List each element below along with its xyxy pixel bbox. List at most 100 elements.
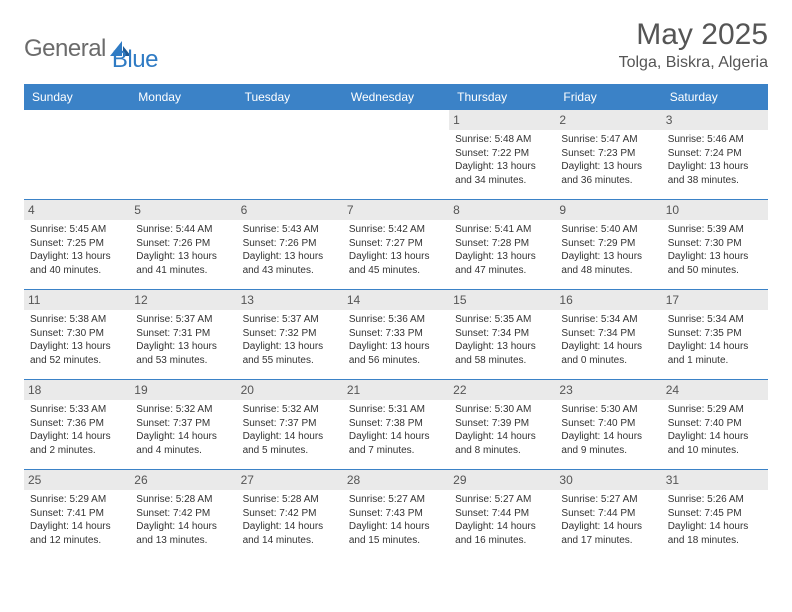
calendar-cell: 7 Sunrise: 5:42 AMSunset: 7:27 PMDaylight… — [343, 199, 449, 289]
day-header: Sunday — [24, 85, 130, 109]
calendar-cell: 2 Sunrise: 5:47 AMSunset: 7:23 PMDaylight… — [555, 109, 661, 199]
location: Tolga, Biskra, Algeria — [619, 54, 768, 72]
day-details: Sunrise: 5:42 AMSunset: 7:27 PMDaylight:… — [347, 223, 445, 277]
day-details: Sunrise: 5:29 AMSunset: 7:40 PMDaylight:… — [666, 403, 764, 457]
calendar-cell: 15 Sunrise: 5:35 AMSunset: 7:34 PMDayligh… — [449, 289, 555, 379]
day-number: 6 — [237, 200, 343, 220]
day-details: Sunrise: 5:37 AMSunset: 7:32 PMDaylight:… — [241, 313, 339, 367]
calendar-cell: 1 Sunrise: 5:48 AMSunset: 7:22 PMDaylight… — [449, 109, 555, 199]
day-number: 20 — [237, 380, 343, 400]
calendar-cell: 24 Sunrise: 5:29 AMSunset: 7:40 PMDayligh… — [662, 379, 768, 469]
day-details: Sunrise: 5:27 AMSunset: 7:44 PMDaylight:… — [559, 493, 657, 547]
calendar-cell: 6 Sunrise: 5:43 AMSunset: 7:26 PMDaylight… — [237, 199, 343, 289]
day-number: 3 — [662, 110, 768, 130]
page: General Blue May 2025 Tolga, Biskra, Alg… — [0, 0, 792, 569]
calendar-cell: 11 Sunrise: 5:38 AMSunset: 7:30 PMDayligh… — [24, 289, 130, 379]
day-number: 16 — [555, 290, 661, 310]
calendar-grid: SundayMondayTuesdayWednesdayThursdayFrid… — [24, 84, 768, 559]
calendar-cell: 5 Sunrise: 5:44 AMSunset: 7:26 PMDaylight… — [130, 199, 236, 289]
day-number: 25 — [24, 470, 130, 490]
day-number: 8 — [449, 200, 555, 220]
day-number: 4 — [24, 200, 130, 220]
day-number: 23 — [555, 380, 661, 400]
day-header: Friday — [555, 85, 661, 109]
logo: General Blue — [24, 24, 158, 74]
title-block: May 2025 Tolga, Biskra, Algeria — [619, 18, 768, 72]
day-number: 24 — [662, 380, 768, 400]
day-details: Sunrise: 5:39 AMSunset: 7:30 PMDaylight:… — [666, 223, 764, 277]
day-details: Sunrise: 5:48 AMSunset: 7:22 PMDaylight:… — [453, 133, 551, 187]
calendar-cell: 9 Sunrise: 5:40 AMSunset: 7:29 PMDaylight… — [555, 199, 661, 289]
day-number: 7 — [343, 200, 449, 220]
day-number: 22 — [449, 380, 555, 400]
day-details: Sunrise: 5:32 AMSunset: 7:37 PMDaylight:… — [134, 403, 232, 457]
calendar-cell: 20 Sunrise: 5:32 AMSunset: 7:37 PMDayligh… — [237, 379, 343, 469]
day-number: 12 — [130, 290, 236, 310]
calendar-cell: 28 Sunrise: 5:27 AMSunset: 7:43 PMDayligh… — [343, 469, 449, 559]
calendar-cell: 29 Sunrise: 5:27 AMSunset: 7:44 PMDayligh… — [449, 469, 555, 559]
day-details: Sunrise: 5:38 AMSunset: 7:30 PMDaylight:… — [28, 313, 126, 367]
day-details: Sunrise: 5:47 AMSunset: 7:23 PMDaylight:… — [559, 133, 657, 187]
day-details: Sunrise: 5:46 AMSunset: 7:24 PMDaylight:… — [666, 133, 764, 187]
day-number: 19 — [130, 380, 236, 400]
calendar-cell: 13Sunrise: 5:37 AMSunset: 7:32 PMDayligh… — [237, 289, 343, 379]
day-details: Sunrise: 5:29 AMSunset: 7:41 PMDaylight:… — [28, 493, 126, 547]
day-details: Sunrise: 5:27 AMSunset: 7:43 PMDaylight:… — [347, 493, 445, 547]
day-number: 28 — [343, 470, 449, 490]
day-number: 26 — [130, 470, 236, 490]
day-details: Sunrise: 5:45 AMSunset: 7:25 PMDaylight:… — [28, 223, 126, 277]
logo-text-2: Blue — [112, 46, 158, 74]
day-details: Sunrise: 5:37 AMSunset: 7:31 PMDaylight:… — [134, 313, 232, 367]
calendar-cell-empty: . — [343, 109, 449, 199]
day-details: Sunrise: 5:33 AMSunset: 7:36 PMDaylight:… — [28, 403, 126, 457]
day-number: 14 — [343, 290, 449, 310]
day-number: 10 — [662, 200, 768, 220]
calendar-cell: 14 Sunrise: 5:36 AMSunset: 7:33 PMDayligh… — [343, 289, 449, 379]
header: General Blue May 2025 Tolga, Biskra, Alg… — [24, 18, 768, 74]
day-header: Saturday — [662, 85, 768, 109]
day-details: Sunrise: 5:28 AMSunset: 7:42 PMDaylight:… — [241, 493, 339, 547]
calendar-cell: 19 Sunrise: 5:32 AMSunset: 7:37 PMDayligh… — [130, 379, 236, 469]
calendar-cell-empty: . — [237, 109, 343, 199]
day-details: Sunrise: 5:34 AMSunset: 7:35 PMDaylight:… — [666, 313, 764, 367]
calendar-cell: 30 Sunrise: 5:27 AMSunset: 7:44 PMDayligh… — [555, 469, 661, 559]
day-details: Sunrise: 5:44 AMSunset: 7:26 PMDaylight:… — [134, 223, 232, 277]
day-number: 29 — [449, 470, 555, 490]
day-details: Sunrise: 5:30 AMSunset: 7:39 PMDaylight:… — [453, 403, 551, 457]
day-header: Thursday — [449, 85, 555, 109]
day-details: Sunrise: 5:41 AMSunset: 7:28 PMDaylight:… — [453, 223, 551, 277]
calendar-cell: 8 Sunrise: 5:41 AMSunset: 7:28 PMDaylight… — [449, 199, 555, 289]
day-number: 5 — [130, 200, 236, 220]
day-header: Wednesday — [343, 85, 449, 109]
day-details: Sunrise: 5:36 AMSunset: 7:33 PMDaylight:… — [347, 313, 445, 367]
day-number: 2 — [555, 110, 661, 130]
day-number: 18 — [24, 380, 130, 400]
day-number: 9 — [555, 200, 661, 220]
day-details: Sunrise: 5:35 AMSunset: 7:34 PMDaylight:… — [453, 313, 551, 367]
month-title: May 2025 — [619, 18, 768, 52]
day-header: Monday — [130, 85, 236, 109]
day-header: Tuesday — [237, 85, 343, 109]
calendar-cell: 10 Sunrise: 5:39 AMSunset: 7:30 PMDayligh… — [662, 199, 768, 289]
day-details: Sunrise: 5:30 AMSunset: 7:40 PMDaylight:… — [559, 403, 657, 457]
day-number: 11 — [24, 290, 130, 310]
calendar-cell: 26Sunrise: 5:28 AMSunset: 7:42 PMDayligh… — [130, 469, 236, 559]
calendar-cell: 21 Sunrise: 5:31 AMSunset: 7:38 PMDayligh… — [343, 379, 449, 469]
logo-text-1: General — [24, 35, 106, 63]
day-number: 21 — [343, 380, 449, 400]
day-number: 27 — [237, 470, 343, 490]
day-number: 30 — [555, 470, 661, 490]
calendar-cell-empty: . — [130, 109, 236, 199]
day-number: 1 — [449, 110, 555, 130]
day-number: 31 — [662, 470, 768, 490]
day-number: 17 — [662, 290, 768, 310]
day-details: Sunrise: 5:27 AMSunset: 7:44 PMDaylight:… — [453, 493, 551, 547]
calendar-cell: 31Sunrise: 5:26 AMSunset: 7:45 PMDayligh… — [662, 469, 768, 559]
day-details: Sunrise: 5:40 AMSunset: 7:29 PMDaylight:… — [559, 223, 657, 277]
day-details: Sunrise: 5:32 AMSunset: 7:37 PMDaylight:… — [241, 403, 339, 457]
day-details: Sunrise: 5:43 AMSunset: 7:26 PMDaylight:… — [241, 223, 339, 277]
calendar-cell: 22 Sunrise: 5:30 AMSunset: 7:39 PMDayligh… — [449, 379, 555, 469]
day-number: 15 — [449, 290, 555, 310]
calendar-cell: 17 Sunrise: 5:34 AMSunset: 7:35 PMDayligh… — [662, 289, 768, 379]
day-details: Sunrise: 5:31 AMSunset: 7:38 PMDaylight:… — [347, 403, 445, 457]
